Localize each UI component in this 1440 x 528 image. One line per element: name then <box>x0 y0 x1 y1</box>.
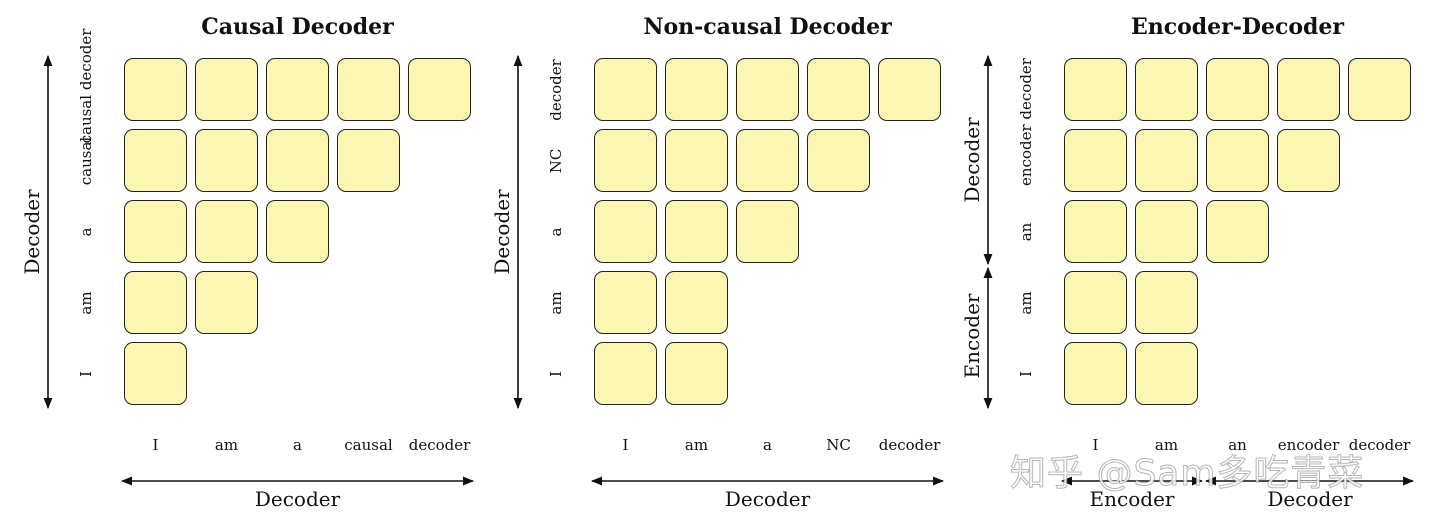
attention-cell <box>266 129 329 192</box>
attention-cell <box>665 271 728 334</box>
panel-title: Encoder-Decoder <box>1130 14 1345 40</box>
column-label: I <box>1092 436 1099 454</box>
row-label: I <box>1017 370 1035 377</box>
attention-cell <box>1206 129 1269 192</box>
attention-cell <box>594 129 657 192</box>
attention-cell <box>665 129 728 192</box>
x-axis-label: Decoder <box>724 487 811 511</box>
attention-cell <box>124 200 187 263</box>
x-axis-label: Decoder <box>254 487 341 511</box>
panel-title: Non-causal Decoder <box>643 14 892 40</box>
attention-cell <box>1135 129 1198 192</box>
x-axis-label-encoder: Encoder <box>1089 487 1175 511</box>
attention-cell <box>266 58 329 121</box>
attention-cell <box>195 129 258 192</box>
attention-cell <box>195 200 258 263</box>
attention-cell <box>1135 200 1198 263</box>
attention-cell <box>408 58 471 121</box>
attention-cell <box>1277 58 1340 121</box>
column-label: a <box>293 436 302 454</box>
row-label: an <box>1017 222 1035 241</box>
column-label: am <box>684 436 709 454</box>
y-axis-label-encoder: Encoder <box>960 293 984 379</box>
attention-cell <box>124 271 187 334</box>
column-label: a <box>763 436 772 454</box>
panel-title: Causal Decoder <box>201 14 394 40</box>
attention-cell <box>1135 342 1198 405</box>
attention-cell <box>266 200 329 263</box>
row-label: NC <box>547 148 565 173</box>
x-axis-label-decoder: Decoder <box>1267 487 1353 511</box>
attention-cell <box>1064 342 1127 405</box>
attention-cell <box>1064 200 1127 263</box>
attention-cell <box>1348 58 1411 121</box>
attention-cell <box>736 58 799 121</box>
attention-cell <box>337 58 400 121</box>
column-label: encoder <box>1277 436 1340 454</box>
attention-cell <box>665 200 728 263</box>
attention-cell <box>124 58 187 121</box>
column-label: causal <box>344 436 393 454</box>
attention-cell <box>1064 271 1127 334</box>
row-label: a <box>77 227 95 236</box>
attention-cell <box>1135 58 1198 121</box>
y-axis-label: Decoder <box>490 189 514 275</box>
attention-cell <box>1206 58 1269 121</box>
row-label: causal decoder <box>77 28 95 144</box>
row-label: I <box>77 370 95 377</box>
attention-cell <box>878 58 941 121</box>
row-label: am <box>547 290 565 315</box>
attention-cell <box>665 58 728 121</box>
attention-cell <box>594 200 657 263</box>
attention-cell <box>195 58 258 121</box>
y-axis-label-decoder: Decoder <box>960 117 984 203</box>
row-label: am <box>77 290 95 315</box>
attention-cell <box>1064 58 1127 121</box>
y-axis-label: Decoder <box>20 189 44 275</box>
row-label: causal <box>77 136 95 185</box>
row-label: decoder <box>547 58 565 121</box>
attention-cell <box>337 129 400 192</box>
row-label: I <box>547 370 565 377</box>
attention-cell <box>807 129 870 192</box>
attention-cell <box>807 58 870 121</box>
attention-cell <box>736 129 799 192</box>
column-label: am <box>1154 436 1179 454</box>
attention-cell <box>736 200 799 263</box>
column-label: I <box>152 436 159 454</box>
row-label: a <box>547 227 565 236</box>
attention-cell <box>124 129 187 192</box>
attention-cell <box>594 342 657 405</box>
attention-cell <box>195 271 258 334</box>
row-label: am <box>1017 290 1035 315</box>
attention-cell <box>1206 200 1269 263</box>
column-label: decoder <box>408 436 471 454</box>
attention-cell <box>1277 129 1340 192</box>
attention-cell <box>1064 129 1127 192</box>
column-label: NC <box>826 436 851 454</box>
attention-cell <box>124 342 187 405</box>
column-label: I <box>622 436 629 454</box>
attention-cell <box>594 58 657 121</box>
attention-cell <box>1135 271 1198 334</box>
column-label: an <box>1228 436 1247 454</box>
column-label: decoder <box>878 436 941 454</box>
column-label: am <box>214 436 239 454</box>
column-label: decoder <box>1348 436 1411 454</box>
row-label: encoder decoder <box>1017 58 1035 186</box>
watermark: 知乎 @Sam多吃青菜 <box>1009 453 1365 495</box>
attention-cell <box>594 271 657 334</box>
attention-cell <box>665 342 728 405</box>
